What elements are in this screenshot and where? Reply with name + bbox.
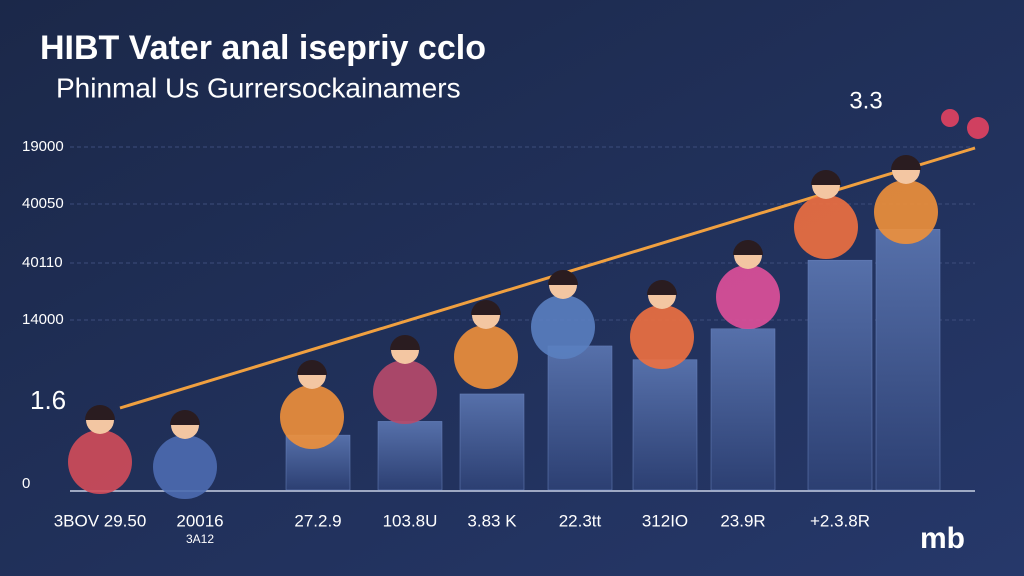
- bar: [459, 393, 525, 491]
- annotation: 3.3: [849, 87, 882, 114]
- figure-hair: [891, 155, 921, 170]
- figure-hair: [471, 300, 501, 315]
- figure-hair: [85, 405, 115, 420]
- x-tick-label: 20016: [176, 511, 223, 530]
- plot-area: 19000 40050 40110 14000 1.6 0 3BOV 29.50 20016 2…: [22, 109, 989, 546]
- figure-body: [153, 435, 217, 499]
- y-axis-label: 0: [22, 475, 30, 492]
- figure-body: [531, 295, 595, 359]
- bar: [377, 421, 443, 491]
- x-tick-sublabel: 3A12: [186, 532, 214, 546]
- y-axis-label: 19000: [22, 138, 64, 155]
- bar: [632, 359, 698, 491]
- logo: mb: [920, 522, 965, 555]
- x-tick-label: +2.3.8R: [810, 511, 870, 530]
- x-tick-label: 3BOV 29.50: [54, 511, 147, 530]
- x-tick-label: 312IO: [642, 511, 688, 530]
- chart-subtitle: Phinmal Us Gurrersockainamers: [56, 72, 461, 103]
- figure-hair: [733, 240, 763, 255]
- figure-hair: [647, 280, 677, 295]
- y-axis-label: 14000: [22, 311, 64, 328]
- x-tick-label: 103.8U: [383, 511, 438, 530]
- figure-body: [630, 305, 694, 369]
- figure-body: [716, 265, 780, 329]
- x-tick-label: 22.3tt: [559, 511, 602, 530]
- figure-body: [68, 430, 132, 494]
- figure-hair: [390, 335, 420, 350]
- figure-body: [454, 325, 518, 389]
- bar: [710, 328, 776, 491]
- bar: [807, 259, 873, 491]
- figure-hair: [811, 170, 841, 185]
- figure-hair: [548, 270, 578, 285]
- icon: [941, 109, 959, 127]
- figure-body: [874, 180, 938, 244]
- figure-hair: [170, 410, 200, 425]
- icon: [967, 117, 989, 139]
- figure-body: [794, 195, 858, 259]
- chart-title: HIBT Vater anal isepriy cclo: [40, 29, 486, 67]
- figure-body: [373, 360, 437, 424]
- x-tick-label: 23.9R: [720, 511, 765, 530]
- y-axis-label: 1.6: [30, 385, 66, 415]
- x-tick-label: 3.83 K: [467, 511, 517, 530]
- x-tick-label: 27.2.9: [294, 511, 341, 530]
- y-axis-label: 40050: [22, 195, 64, 212]
- figure-hair: [297, 360, 327, 375]
- y-axis-label: 40110: [22, 254, 63, 271]
- bar: [875, 229, 941, 491]
- figure-body: [280, 385, 344, 449]
- bar: [547, 345, 613, 491]
